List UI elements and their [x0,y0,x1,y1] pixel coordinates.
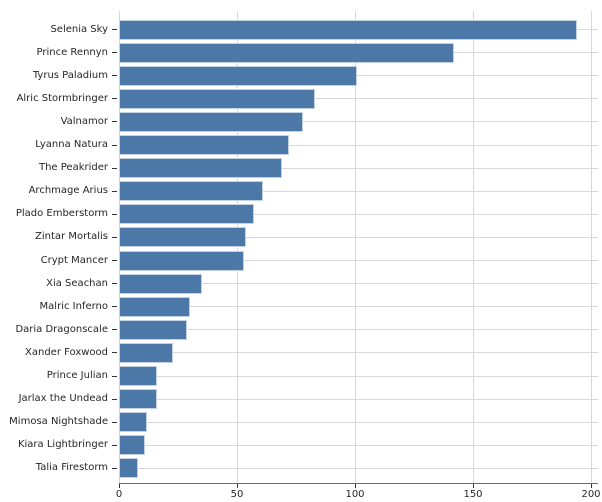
bar [119,135,289,156]
x-tick-mark [118,484,120,488]
y-tick-mark [112,375,117,377]
y-gridline [119,421,598,423]
y-tick-label: Prince Rennyn [36,46,109,58]
x-tick-label: 50 [230,489,244,500]
y-tick-label: Zintar Mortalis [35,231,108,243]
x-tick-label: 0 [115,489,123,500]
x-tick-label: 100 [345,489,365,500]
y-tick-label: Tyrus Paladium [32,69,108,81]
y-gridline [119,467,598,469]
y-tick-mark [112,283,117,285]
y-tick-label: Crypt Mancer [40,254,108,266]
y-tick-mark [112,236,117,238]
y-tick-mark [112,467,117,469]
y-gridline [119,283,598,285]
y-tick-label: Daria Dragonscale [15,323,108,335]
bar [119,366,157,387]
bar [119,88,315,109]
y-tick-mark [112,421,117,423]
bar [119,250,245,271]
y-gridline [119,75,598,77]
y-tick-label: Archmage Arius [28,185,108,197]
y-tick-label: Jarlax the Undead [18,393,108,405]
bar [119,181,263,202]
x-tick-mark [472,484,474,488]
bar [119,227,247,248]
y-gridline [119,260,598,262]
y-tick-label: Malric Inferno [39,300,108,312]
x-tick-mark [590,484,592,488]
x-tick-mark [354,484,356,488]
y-tick-mark [112,144,117,146]
y-gridline [119,190,598,192]
y-tick-label: Mimosa Nightshade [9,416,108,428]
y-gridline [119,121,598,123]
y-gridline [119,144,598,146]
y-gridline [119,329,598,331]
bar [119,458,138,479]
y-tick-mark [112,75,117,77]
bar [119,19,577,40]
bar [119,158,282,179]
y-tick-mark [112,213,117,215]
y-tick-label: Alric Stormbringer [16,92,108,104]
y-tick-mark [112,29,117,30]
x-gridline [590,11,592,483]
x-tick-mark [236,484,238,488]
y-tick-mark [112,260,117,262]
y-tick-label: Valnamor [60,115,108,127]
y-tick-mark [112,352,117,354]
x-gridline [472,11,474,483]
y-gridline [119,444,598,446]
bar [119,111,304,132]
y-tick-label: Prince Julian [46,370,108,382]
y-tick-mark [112,121,117,123]
bar [119,273,202,294]
y-tick-mark [112,398,117,400]
y-gridline [119,98,598,100]
y-tick-label: Xander Foxwood [25,346,108,358]
y-gridline [119,213,598,215]
y-tick-label: Plado Emberstorm [15,208,108,220]
y-tick-mark [112,190,117,192]
y-gridline [119,167,598,169]
y-tick-mark [112,98,117,100]
y-gridline [119,375,598,377]
y-tick-label: Xia Seachan [46,277,108,289]
y-gridline [119,398,598,400]
bar [119,412,148,433]
y-tick-mark [112,329,117,331]
y-gridline [119,352,598,354]
y-tick-mark [112,444,117,446]
y-tick-label: Selenia Sky [50,23,108,35]
y-tick-mark [112,167,117,169]
x-tick-label: 150 [463,489,483,500]
y-tick-label: Lyanna Natura [35,139,108,151]
bar [119,435,145,456]
y-tick-label: Kiara Lightbringer [17,439,108,451]
x-gridline [354,11,356,483]
bar [119,389,157,410]
bar [119,204,254,225]
x-tick-label: 200 [581,489,601,500]
bar [119,319,188,340]
y-gridline [119,236,598,238]
bar [119,42,455,63]
bar [119,342,174,363]
y-tick-mark [112,52,117,54]
y-tick-label: The Peakrider [38,162,108,174]
y-gridline [119,306,598,308]
bar [119,296,190,317]
y-tick-mark [112,306,117,308]
x-axis-line [119,483,598,484]
y-tick-label: Talia Firestorm [35,462,108,474]
bar [119,65,358,86]
